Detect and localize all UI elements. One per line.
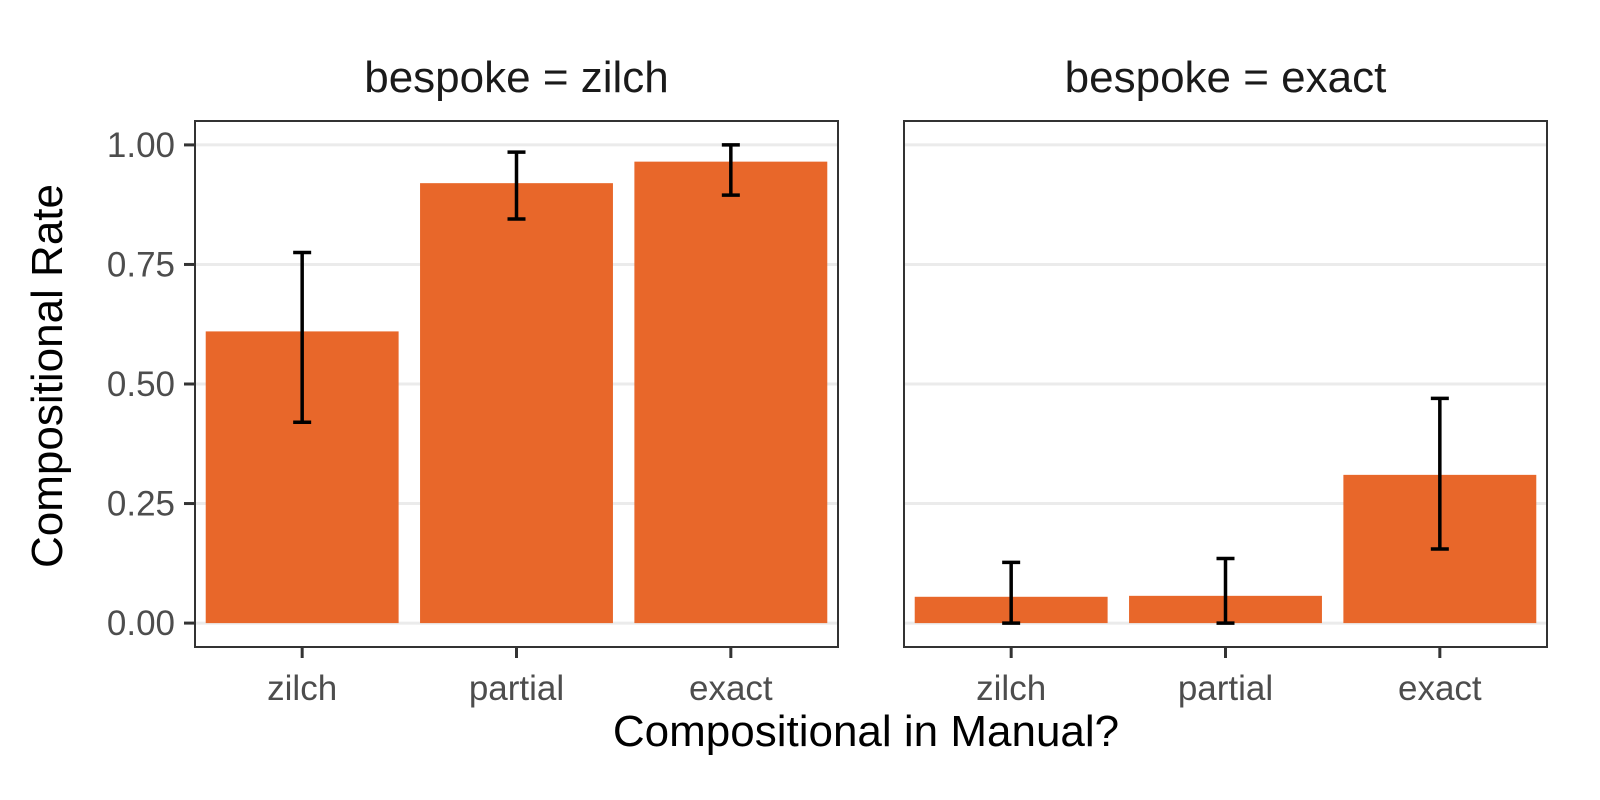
facet-title: bespoke = exact [1065,53,1387,102]
x-tick-label: zilch [976,669,1046,708]
y-tick-label: 0.00 [107,604,175,643]
y-tick-label: 0.50 [107,365,175,404]
error-bar [721,143,740,197]
error-bar [507,150,526,221]
bar [634,161,828,624]
bar [420,183,613,624]
panel-border [903,120,1548,648]
error-bar [293,250,312,425]
error-bar [1002,560,1021,625]
y-tick-label: 0.75 [107,245,175,284]
y-axis-title: Compositional Rate [23,184,72,568]
x-axis-title: Compositional in Manual? [613,707,1119,756]
error-bar [1430,396,1449,551]
x-tick-label: zilch [267,669,337,708]
error-bar [1216,556,1235,625]
y-tick-label: 0.25 [107,485,175,524]
facet-panel: bespoke = exact zilch partial exact [903,53,1548,708]
facet-panel: bespoke = zilch zilch partial exact 0.00 0.25… [107,53,839,708]
x-tick-label: partial [469,669,564,708]
x-tick-label: exact [1398,669,1482,708]
y-tick-label: 1.00 [107,126,175,165]
facets: bespoke = zilch zilch partial exact 0.00 0.25… [107,53,1548,708]
x-tick-label: partial [1178,669,1273,708]
facet-title: bespoke = zilch [364,53,669,102]
x-tick-label: exact [689,669,773,708]
